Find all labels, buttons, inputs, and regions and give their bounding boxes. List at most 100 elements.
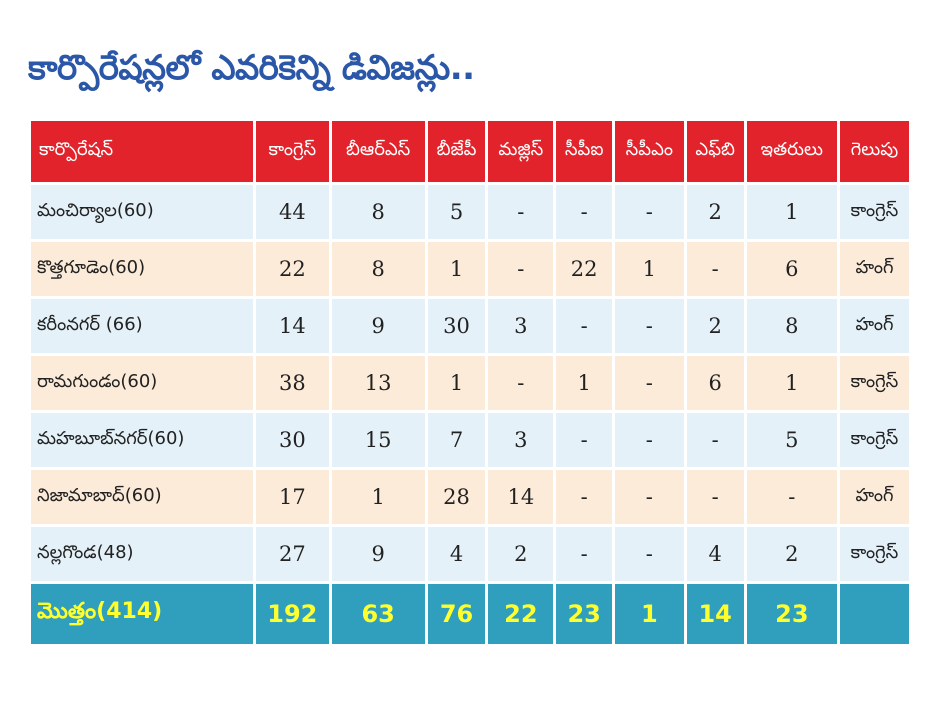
corporation-name: రామగుండం(60) [31,356,254,410]
cell-others: 6 [746,242,837,296]
cell-others: 2 [746,527,837,581]
cell-winner: కాంగ్రెస్ [839,185,909,239]
header-majlis: మజ్లిస్ [488,121,554,182]
cell-majlis: - [488,242,554,296]
table-row: కొత్తగూడెం(60) 22 8 1 - 22 1 - 6 హంగ్ [31,242,909,296]
cell-fb: - [686,413,744,467]
corporation-name: కరీంనగర్ (66) [31,299,254,353]
cell-winner: కాంగ్రెస్ [839,356,909,410]
corporation-name: నల్లగొండ(48) [31,527,254,581]
cell-others: 1 [746,356,837,410]
header-corporation: కార్పొరేషన్ [31,121,254,182]
cell-winner: కాంగ్రెస్ [839,527,909,581]
header-brs: బీఆర్ఎస్ [331,121,425,182]
cell-others: 1 [746,185,837,239]
cell-others: 8 [746,299,837,353]
cell-cpi: - [556,527,613,581]
cell-congress: 38 [256,356,329,410]
cell-fb: 6 [686,356,744,410]
page-title: కార్పొరేషన్లలో ఎవరికెన్ని డివిజన్లు.. [28,48,475,88]
corporation-name: కొత్తగూడెం(60) [31,242,254,296]
cell-fb: - [686,242,744,296]
total-majlis: 22 [488,584,554,644]
header-congress: కాంగ్రెస్ [256,121,329,182]
cell-bjp: 4 [427,527,486,581]
header-fb: ఎఫ్‌బి [686,121,744,182]
cell-bjp: 1 [427,356,486,410]
cell-fb: 4 [686,527,744,581]
total-cpm: 1 [615,584,684,644]
cell-majlis: 2 [488,527,554,581]
cell-majlis: 14 [488,470,554,524]
cell-cpm: - [615,527,684,581]
cell-congress: 30 [256,413,329,467]
cell-congress: 14 [256,299,329,353]
total-fb: 14 [686,584,744,644]
total-brs: 63 [331,584,425,644]
cell-congress: 44 [256,185,329,239]
cell-majlis: 3 [488,299,554,353]
header-cpi: సీపీఐ [556,121,613,182]
table-row: రామగుండం(60) 38 13 1 - 1 - 6 1 కాంగ్రెస్ [31,356,909,410]
cell-bjp: 5 [427,185,486,239]
cell-bjp: 7 [427,413,486,467]
cell-fb: 2 [686,299,744,353]
cell-brs: 8 [331,185,425,239]
table-row: నిజామాబాద్(60) 17 1 28 14 - - - - హంగ్ [31,470,909,524]
header-cpm: సీపీఎం [615,121,684,182]
cell-cpi: - [556,470,613,524]
table-header-row: కార్పొరేషన్ కాంగ్రెస్ బీఆర్ఎస్ బీజేపీ మజ… [31,121,909,182]
cell-congress: 27 [256,527,329,581]
corporation-name: నిజామాబాద్(60) [31,470,254,524]
cell-others: - [746,470,837,524]
cell-fb: 2 [686,185,744,239]
total-bjp: 76 [427,584,486,644]
cell-cpm: - [615,470,684,524]
total-winner [839,584,909,644]
cell-majlis: 3 [488,413,554,467]
total-congress: 192 [256,584,329,644]
total-others: 23 [746,584,837,644]
cell-fb: - [686,470,744,524]
cell-brs: 9 [331,299,425,353]
total-cpi: 23 [556,584,613,644]
cell-cpi: 22 [556,242,613,296]
corporation-name: మహబూబ్‌నగర్(60) [31,413,254,467]
cell-winner: హంగ్ [839,470,909,524]
cell-brs: 8 [331,242,425,296]
cell-winner: కాంగ్రెస్ [839,413,909,467]
cell-cpm: - [615,356,684,410]
cell-congress: 22 [256,242,329,296]
header-others: ఇతరులు [746,121,837,182]
cell-congress: 17 [256,470,329,524]
total-row: మొత్తం(414) 192 63 76 22 23 1 14 23 [31,584,909,644]
header-winner: గెలుపు [839,121,909,182]
cell-cpi: - [556,185,613,239]
cell-cpm: - [615,413,684,467]
cell-others: 5 [746,413,837,467]
cell-majlis: - [488,356,554,410]
table-row: నల్లగొండ(48) 27 9 4 2 - - 4 2 కాంగ్రెస్ [31,527,909,581]
table-row: కరీంనగర్ (66) 14 9 30 3 - - 2 8 హంగ్ [31,299,909,353]
cell-bjp: 1 [427,242,486,296]
cell-cpi: - [556,413,613,467]
table-row: మహబూబ్‌నగర్(60) 30 15 7 3 - - - 5 కాంగ్ర… [31,413,909,467]
cell-cpm: 1 [615,242,684,296]
corporation-name: మంచిర్యాల(60) [31,185,254,239]
cell-cpm: - [615,299,684,353]
corporation-results-table: కార్పొరేషన్ కాంగ్రెస్ బీఆర్ఎస్ బీజేపీ మజ… [28,118,912,647]
cell-brs: 15 [331,413,425,467]
table-row: మంచిర్యాల(60) 44 8 5 - - - 2 1 కాంగ్రెస్ [31,185,909,239]
total-label: మొత్తం(414) [31,584,254,644]
cell-bjp: 28 [427,470,486,524]
cell-winner: హంగ్ [839,242,909,296]
cell-bjp: 30 [427,299,486,353]
cell-brs: 9 [331,527,425,581]
cell-brs: 1 [331,470,425,524]
header-bjp: బీజేపీ [427,121,486,182]
cell-cpi: 1 [556,356,613,410]
cell-cpm: - [615,185,684,239]
cell-cpi: - [556,299,613,353]
cell-majlis: - [488,185,554,239]
cell-winner: హంగ్ [839,299,909,353]
